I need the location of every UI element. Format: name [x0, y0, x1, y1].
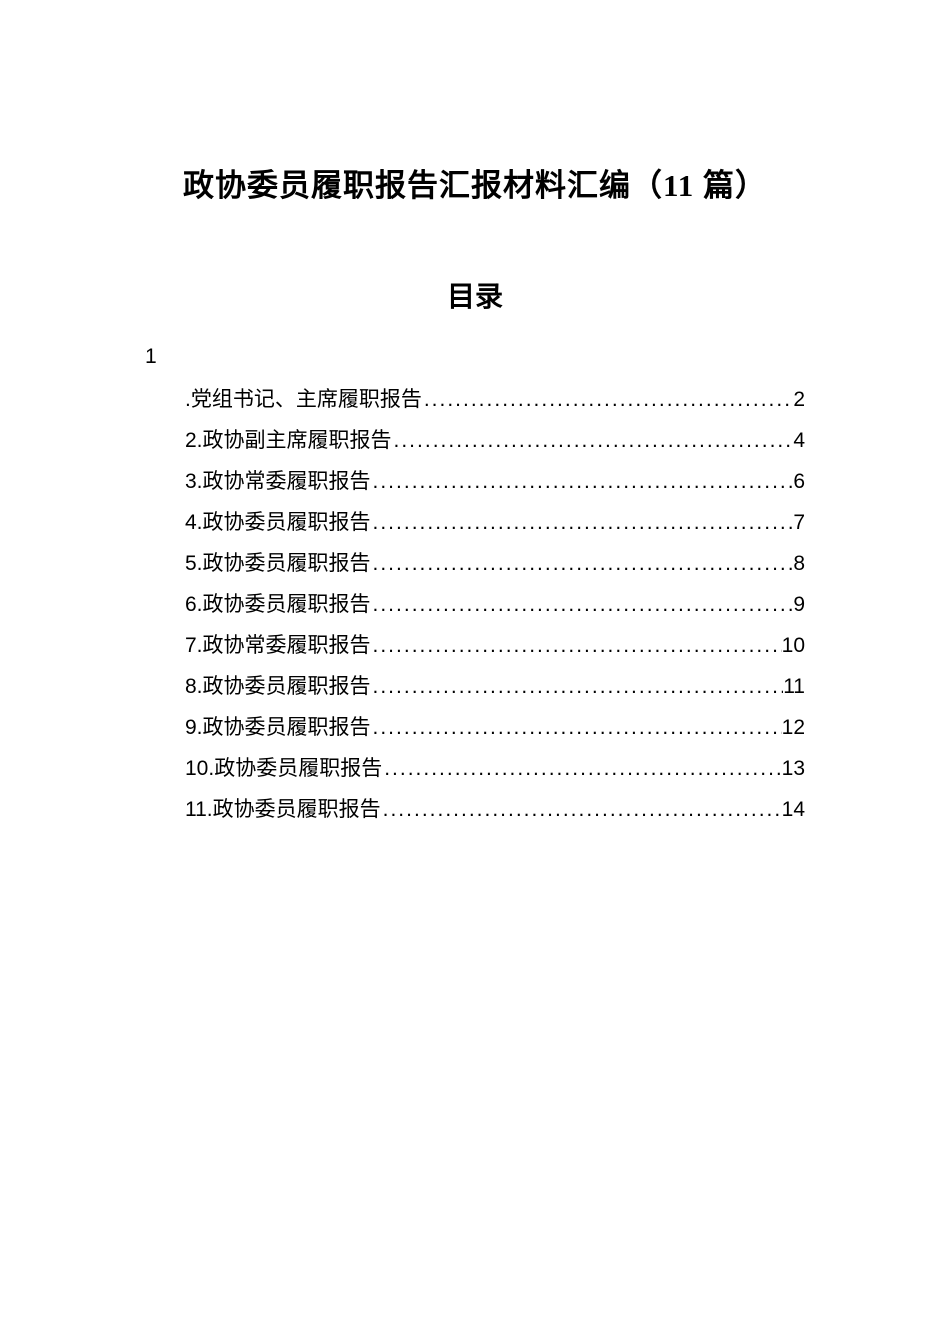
toc-entry: 4.政协委员履职报告 7 — [185, 512, 805, 533]
toc-entry-page: 4 — [793, 430, 805, 451]
toc-entry: 8.政协委员履职报告 11 — [185, 676, 805, 697]
toc-dots — [422, 389, 793, 410]
toc-entry: 2.政协副主席履职报告 4 — [185, 430, 805, 451]
toc-entry-page: 9 — [793, 594, 805, 615]
toc-dots — [371, 676, 784, 697]
document-subtitle: 目录 — [145, 275, 805, 315]
toc-entry: 3.政协常委履职报告 6 — [185, 471, 805, 492]
toc-entry-label: 2.政协副主席履职报告 — [185, 430, 392, 451]
toc-dots — [382, 758, 781, 779]
toc-entry-page: 11 — [783, 676, 805, 697]
toc-dots — [371, 635, 782, 656]
toc-dots — [371, 512, 794, 533]
toc-entry-label: 10.政协委员履职报告 — [185, 758, 382, 779]
toc-entry: 10.政协委员履职报告 13 — [185, 758, 805, 779]
toc-entry: 5.政协委员履职报告 8 — [185, 553, 805, 574]
toc-entry-page: 8 — [793, 553, 805, 574]
toc-entry-page: 6 — [793, 471, 805, 492]
leading-number: 1 — [145, 345, 805, 369]
document-page: 政协委员履职报告汇报材料汇编（11 篇） 目录 1 .党组书记、主席履职报告 2… — [0, 0, 950, 820]
toc-entry-label: 4.政协委员履职报告 — [185, 512, 371, 533]
toc-dots — [371, 594, 794, 615]
toc-entry-label: .党组书记、主席履职报告 — [185, 389, 422, 410]
toc-entry-page: 10 — [782, 635, 805, 656]
toc-dots — [392, 430, 794, 451]
toc-entry-page: 13 — [782, 758, 805, 779]
toc-entry-label: 6.政协委员履职报告 — [185, 594, 371, 615]
document-title: 政协委员履职报告汇报材料汇编（11 篇） — [145, 160, 805, 205]
toc-entry-page: 7 — [793, 512, 805, 533]
toc-entry-page: 14 — [782, 799, 805, 820]
toc-dots — [371, 471, 794, 492]
toc-entry: .党组书记、主席履职报告 2 — [185, 389, 805, 410]
toc-entry-page: 12 — [782, 717, 805, 738]
toc-dots — [381, 799, 782, 820]
toc-entry: 7.政协常委履职报告 10 — [185, 635, 805, 656]
toc-entry-label: 3.政协常委履职报告 — [185, 471, 371, 492]
toc-entry-label: 5.政协委员履职报告 — [185, 553, 371, 574]
toc-entry-label: 11.政协委员履职报告 — [185, 799, 381, 820]
toc-entry-label: 9.政协委员履职报告 — [185, 717, 371, 738]
toc-entry: 9.政协委员履职报告 12 — [185, 717, 805, 738]
toc-entry-page: 2 — [793, 389, 805, 410]
toc-entry: 11.政协委员履职报告 14 — [185, 799, 805, 820]
toc-dots — [371, 717, 782, 738]
toc-list: .党组书记、主席履职报告 2 2.政协副主席履职报告 4 3.政协常委履职报告 … — [145, 389, 805, 820]
toc-entry-label: 8.政协委员履职报告 — [185, 676, 371, 697]
toc-entry: 6.政协委员履职报告 9 — [185, 594, 805, 615]
toc-dots — [371, 553, 794, 574]
toc-entry-label: 7.政协常委履职报告 — [185, 635, 371, 656]
